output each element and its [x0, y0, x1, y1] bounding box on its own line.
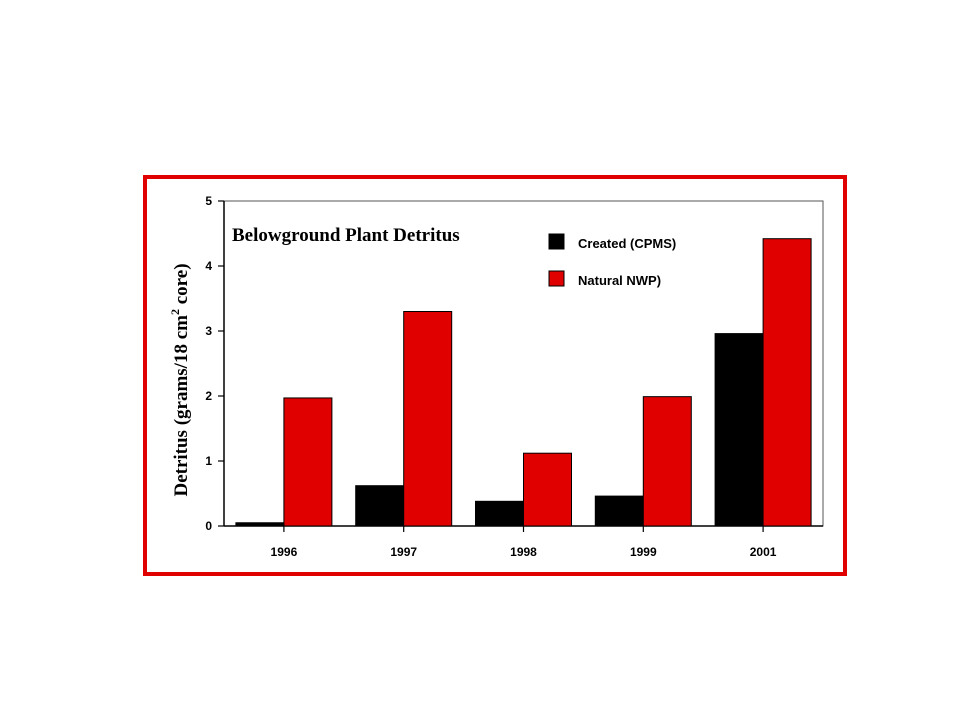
y-axis-label-tail: core): [171, 263, 192, 309]
x-tick-label: 1998: [510, 545, 537, 559]
bar-natural: [762, 238, 812, 527]
legend-swatch-natural: [548, 270, 565, 287]
y-tick-label: 1: [205, 454, 212, 468]
legend-label-natural: Natural NWP): [578, 273, 661, 288]
y-axis-ticks: 0 1 2 3 4 5: [205, 194, 224, 533]
legend-label-created: Created (CPMS): [578, 236, 676, 251]
chart-title: Belowground Plant Detritus: [232, 225, 460, 246]
bar-created: [235, 522, 285, 527]
y-tick-label: 4: [205, 259, 212, 273]
x-tick-label: 2001: [750, 545, 777, 559]
bar-natural: [642, 396, 692, 527]
bar-chart: 0 1 2 3 4 5 1996 1997 1998 1999 2001 Belowground …: [168, 194, 824, 559]
legend: Created (CPMS) Natural NWP): [548, 233, 676, 288]
x-tick-label: 1997: [390, 545, 417, 559]
y-axis-label-main: Detritus (grams/18 cm: [171, 315, 192, 497]
y-axis-label-superscript: 2: [168, 309, 182, 315]
x-tick-label: 1999: [630, 545, 657, 559]
y-tick-label: 2: [205, 389, 212, 403]
y-tick-label: 3: [205, 324, 212, 338]
y-axis-label: Detritus (grams/18 cm2 core): [168, 263, 192, 496]
bar-natural: [283, 397, 333, 527]
bar-natural: [403, 311, 453, 527]
bar-created: [355, 485, 405, 527]
x-axis-ticks: 1996 1997 1998 1999 2001: [271, 526, 777, 559]
bar-created: [594, 495, 644, 527]
bars: [235, 238, 812, 527]
bar-created: [475, 500, 524, 527]
legend-swatch-created: [548, 233, 565, 250]
bar-natural: [523, 452, 572, 527]
y-tick-label: 5: [205, 194, 212, 208]
x-tick-label: 1996: [271, 545, 298, 559]
chart-frame: 0 1 2 3 4 5 1996 1997 1998 1999 2001 Belowground …: [143, 175, 847, 576]
bar-created: [714, 333, 764, 527]
y-tick-label: 0: [205, 519, 212, 533]
